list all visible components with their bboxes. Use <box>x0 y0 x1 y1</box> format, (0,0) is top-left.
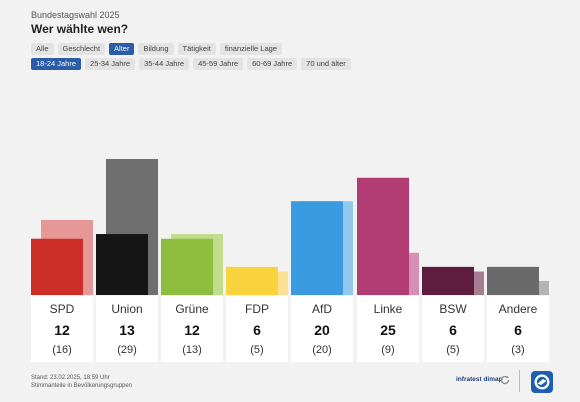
bar-current-bsw <box>422 266 474 295</box>
result-card-spd: SPD 12 (16) <box>31 296 93 362</box>
tab-age-45-59-jahre[interactable]: 45-59 Jahre <box>193 58 244 70</box>
previous-value-label: (9) <box>381 344 395 356</box>
previous-value-label: (16) <box>52 344 72 356</box>
previous-value-label: (29) <box>117 344 137 356</box>
party-label: Andere <box>498 302 538 316</box>
bar-current-andere <box>487 266 539 295</box>
previous-value-label: (20) <box>312 344 332 356</box>
current-value-label: 6 <box>449 322 457 338</box>
tab-age-35-44-jahre[interactable]: 35-44 Jahre <box>139 58 190 70</box>
tab-age-60-69-jahre[interactable]: 60-69 Jahre <box>247 58 298 70</box>
footer-description: Stimmanteile in Bevölkerungsgruppen <box>31 383 133 389</box>
bar-current-spd <box>31 238 83 295</box>
footer-divider <box>519 370 520 392</box>
result-card-fdp: FDP 6 (5) <box>226 296 288 362</box>
party-label: BSW <box>439 302 467 316</box>
tab-age-18-24-jahre[interactable]: 18-24 Jahre <box>31 58 82 70</box>
current-value-label: 12 <box>54 322 70 338</box>
current-value-label: 6 <box>514 322 522 338</box>
bar-current-union <box>96 234 148 295</box>
age-tabs: 18-24 Jahre 25-34 Jahre 35-44 Jahre 45-59 J… <box>31 58 351 70</box>
party-label: Linke <box>373 302 403 316</box>
bar-current-afd <box>291 201 343 295</box>
party-label: SPD <box>49 302 75 316</box>
tab-geschlecht[interactable]: Geschlecht <box>57 43 106 55</box>
result-card-linke: Linke 25 (9) <box>357 296 419 362</box>
filter-tabs: Alle Geschlecht Alter Bildung Tätigkeit finan… <box>31 43 282 55</box>
current-value-label: 13 <box>119 322 135 338</box>
bar-current-gruene <box>161 238 213 295</box>
bar-chart <box>31 159 549 295</box>
tab-finanzielle-lage[interactable]: finanzielle Lage <box>219 43 282 55</box>
tab-alle[interactable]: Alle <box>31 43 54 55</box>
page-title: Wer wählte wen? <box>31 22 129 36</box>
kicker: Bundestagswahl 2025 <box>31 10 120 20</box>
party-label: Union <box>111 302 143 316</box>
previous-value-label: (13) <box>182 344 202 356</box>
bar-current-fdp <box>226 266 278 295</box>
result-card-andere: Andere 6 (3) <box>487 296 549 362</box>
tab-alter[interactable]: Alter <box>109 43 135 55</box>
broadcaster-logo-icon <box>531 371 553 393</box>
current-value-label: 20 <box>314 322 330 338</box>
previous-value-label: (5) <box>446 344 460 356</box>
party-label: Grüne <box>175 302 209 316</box>
result-card-afd: AfD 20 (20) <box>291 296 353 362</box>
result-card-union: Union 13 (29) <box>96 296 158 362</box>
current-value-label: 12 <box>184 322 200 338</box>
tab-taetigkeit[interactable]: Tätigkeit <box>177 43 216 55</box>
result-card-gruene: Grüne 12 (13) <box>161 296 223 362</box>
result-card-bsw: BSW 6 (5) <box>422 296 484 362</box>
tab-age-25-34-jahre[interactable]: 25-34 Jahre <box>85 58 136 70</box>
footer-timestamp: Stand: 23.02.2025, 18:59 Uhr <box>31 375 110 381</box>
current-value-label: 6 <box>253 322 261 338</box>
current-value-label: 25 <box>380 322 396 338</box>
tab-bildung[interactable]: Bildung <box>138 43 174 55</box>
party-label: FDP <box>245 302 269 316</box>
brand-name: infratest dimap <box>456 376 503 383</box>
previous-value-label: (3) <box>511 344 525 356</box>
refresh-arrow-icon <box>500 375 510 385</box>
bar-current-linke <box>357 177 409 295</box>
previous-value-label: (5) <box>250 344 264 356</box>
footer-note: Stand: 23.02.2025, 18:59 Uhr Stimmanteil… <box>31 374 132 390</box>
party-label: AfD <box>311 302 332 316</box>
tab-age-70-und-aelter[interactable]: 70 und älter <box>301 58 351 70</box>
